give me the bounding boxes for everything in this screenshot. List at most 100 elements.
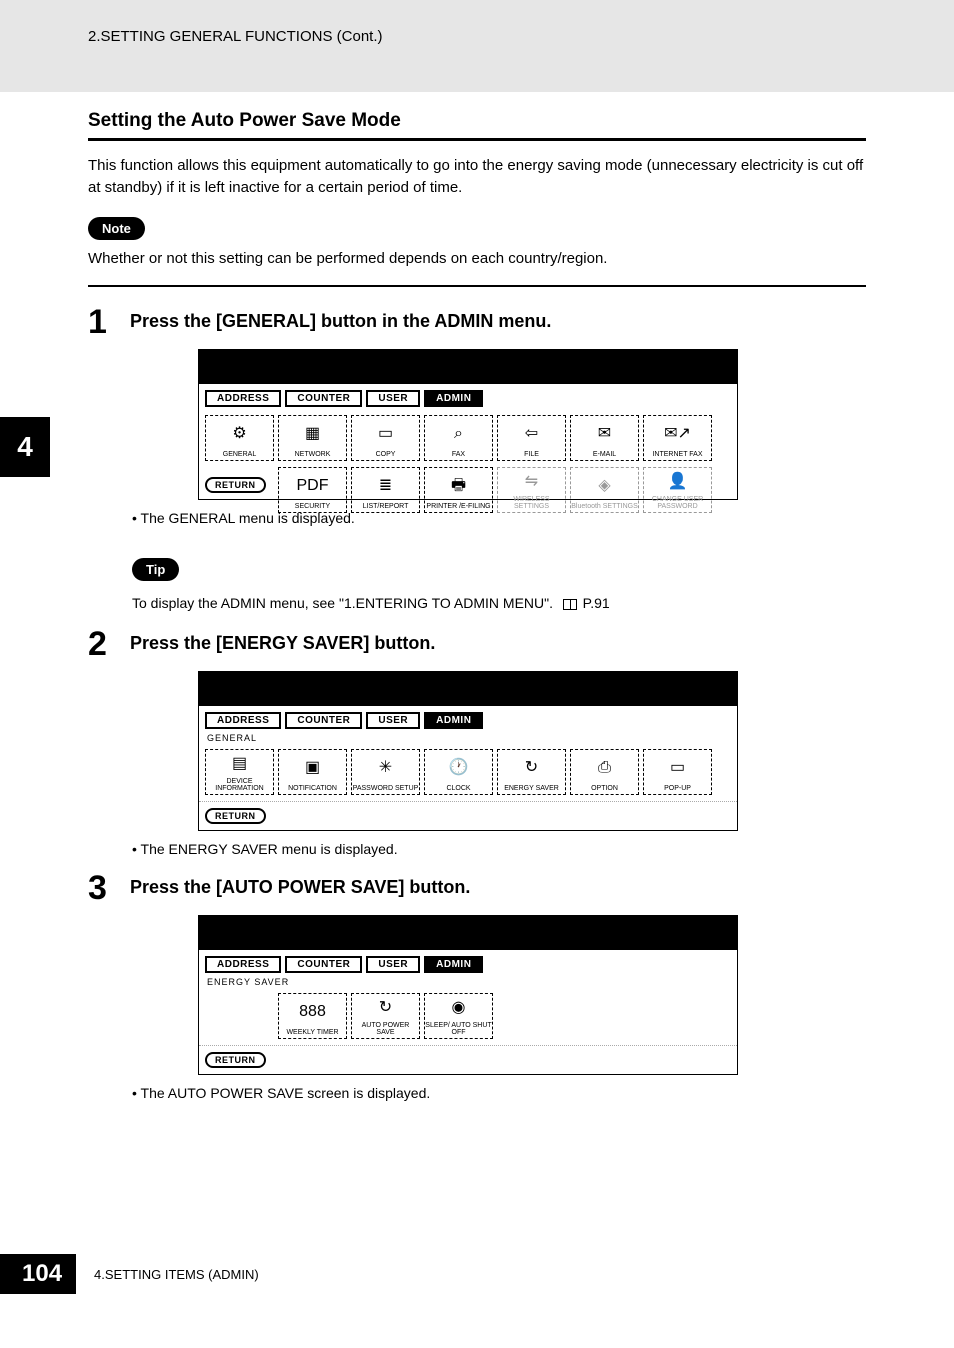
rule bbox=[88, 138, 866, 141]
return-button[interactable]: RETURN bbox=[205, 477, 266, 493]
tab-admin[interactable]: ADMIN bbox=[424, 712, 483, 729]
button-label: PASSWORD SETUP bbox=[353, 785, 419, 792]
step-title: Press the [AUTO POWER SAVE] button. bbox=[130, 871, 470, 905]
button-icon: ⚙ bbox=[232, 416, 246, 451]
menu-button[interactable]: ✉↗INTERNET FAX bbox=[643, 415, 712, 461]
menu-button: 👤CHANGE USER PASSWORD bbox=[643, 467, 712, 513]
menu-button[interactable]: 🕐CLOCK bbox=[424, 749, 493, 795]
menu-button[interactable]: ▤DEVICE INFORMATION bbox=[205, 749, 274, 795]
tabs-row: ADDRESS COUNTER USER ADMIN bbox=[199, 950, 737, 975]
button-label: SLEEP/ AUTO SHUT OFF bbox=[425, 1022, 492, 1036]
button-label: OPTION bbox=[591, 785, 618, 792]
screenshot-admin-menu: ADDRESS COUNTER USER ADMIN ⚙GENERAL▦NETW… bbox=[198, 349, 738, 500]
menu-button[interactable]: PDFSECURITY bbox=[278, 467, 347, 513]
button-icon: ◈ bbox=[598, 468, 610, 503]
menu-button[interactable]: ↻ENERGY SAVER bbox=[497, 749, 566, 795]
step-1: 1 Press the [GENERAL] button in the ADMI… bbox=[88, 305, 866, 339]
main-content: Setting the Auto Power Save Mode This fu… bbox=[0, 92, 954, 1101]
tab-admin[interactable]: ADMIN bbox=[424, 390, 483, 407]
menu-button[interactable]: ⚙GENERAL bbox=[205, 415, 274, 461]
button-label: WIRELESS SETTINGS bbox=[498, 496, 565, 510]
tab-address[interactable]: ADDRESS bbox=[205, 956, 281, 973]
title-bar bbox=[199, 916, 737, 950]
button-icon: 👤 bbox=[668, 468, 688, 496]
menu-button[interactable]: ✉E-MAIL bbox=[570, 415, 639, 461]
tab-counter[interactable]: COUNTER bbox=[285, 956, 362, 973]
button-label: E-MAIL bbox=[593, 451, 616, 458]
button-label: FILE bbox=[524, 451, 539, 458]
button-icon: ◉ bbox=[452, 994, 466, 1022]
step-2: 2 Press the [ENERGY SAVER] button. bbox=[88, 627, 866, 661]
menu-button[interactable]: ⇦FILE bbox=[497, 415, 566, 461]
step-title: Press the [ENERGY SAVER] button. bbox=[130, 627, 435, 661]
button-label: COPY bbox=[376, 451, 396, 458]
return-button[interactable]: RETURN bbox=[205, 1052, 266, 1068]
page-ref: P.91 bbox=[583, 595, 610, 611]
button-icon: ✉ bbox=[598, 416, 611, 451]
button-grid: ⚙GENERAL▦NETWORK▭COPY⌕FAX⇦FILE✉E-MAIL✉↗I… bbox=[199, 409, 737, 467]
button-label: SECURITY bbox=[295, 503, 330, 510]
sublabel: ENERGY SAVER bbox=[199, 975, 737, 987]
button-label: ENERGY SAVER bbox=[504, 785, 559, 792]
step-number: 2 bbox=[88, 627, 118, 661]
menu-button[interactable]: ▦NETWORK bbox=[278, 415, 347, 461]
button-icon: ⇦ bbox=[525, 416, 538, 451]
button-icon: ✉↗ bbox=[664, 416, 691, 451]
button-label: DEVICE INFORMATION bbox=[206, 778, 273, 792]
button-icon: ▣ bbox=[305, 750, 320, 785]
header-band: 2.SETTING GENERAL FUNCTIONS (Cont.) bbox=[0, 0, 954, 92]
tab-counter[interactable]: COUNTER bbox=[285, 390, 362, 407]
tabs-row: ADDRESS COUNTER USER ADMIN bbox=[199, 706, 737, 731]
button-icon: 🖶 bbox=[451, 468, 466, 503]
return-button[interactable]: RETURN bbox=[205, 808, 266, 824]
button-label: GENERAL bbox=[223, 451, 256, 458]
button-label: LIST/REPORT bbox=[363, 503, 409, 510]
menu-button[interactable]: ↻AUTO POWER SAVE bbox=[351, 993, 420, 1039]
button-icon: ⌕ bbox=[454, 416, 463, 451]
button-icon: ↻ bbox=[379, 994, 392, 1022]
chapter-tab: 4 bbox=[0, 417, 50, 477]
footer-text: 4.SETTING ITEMS (ADMIN) bbox=[94, 1267, 259, 1282]
menu-button[interactable]: ▣NOTIFICATION bbox=[278, 749, 347, 795]
tab-user[interactable]: USER bbox=[366, 956, 420, 973]
step-number: 3 bbox=[88, 871, 118, 905]
tab-counter[interactable]: COUNTER bbox=[285, 712, 362, 729]
sublabel: GENERAL bbox=[199, 731, 737, 743]
screenshot-energy-saver-menu: ADDRESS COUNTER USER ADMIN ENERGY SAVER … bbox=[198, 915, 738, 1075]
menu-button[interactable]: ▭COPY bbox=[351, 415, 420, 461]
tabs-row: ADDRESS COUNTER USER ADMIN bbox=[199, 384, 737, 409]
button-icon: PDF bbox=[297, 468, 329, 503]
tab-user[interactable]: USER bbox=[366, 390, 420, 407]
button-label: PRINTER /E-FILING bbox=[426, 503, 490, 510]
menu-button[interactable]: ▭POP-UP bbox=[643, 749, 712, 795]
tip-pill: Tip bbox=[132, 558, 179, 581]
menu-button[interactable]: 888WEEKLY TIMER bbox=[278, 993, 347, 1039]
tab-user[interactable]: USER bbox=[366, 712, 420, 729]
tab-address[interactable]: ADDRESS bbox=[205, 712, 281, 729]
button-icon: ▤ bbox=[232, 750, 247, 778]
menu-button[interactable]: ◉SLEEP/ AUTO SHUT OFF bbox=[424, 993, 493, 1039]
button-label: CLOCK bbox=[446, 785, 470, 792]
bullet-text: The AUTO POWER SAVE screen is displayed. bbox=[141, 1085, 431, 1101]
step-bullet: • The ENERGY SAVER menu is displayed. bbox=[132, 841, 866, 857]
menu-button[interactable]: ⎙OPTION bbox=[570, 749, 639, 795]
button-label: NOTIFICATION bbox=[288, 785, 337, 792]
tab-admin[interactable]: ADMIN bbox=[424, 956, 483, 973]
button-label: WEEKLY TIMER bbox=[286, 1029, 338, 1036]
button-label: NETWORK bbox=[295, 451, 331, 458]
menu-button[interactable]: ≣LIST/REPORT bbox=[351, 467, 420, 513]
title-bar bbox=[199, 350, 737, 384]
button-icon: ↻ bbox=[525, 750, 538, 785]
page-number: 104 bbox=[0, 1254, 76, 1294]
tab-address[interactable]: ADDRESS bbox=[205, 390, 281, 407]
screenshot-general-menu: ADDRESS COUNTER USER ADMIN GENERAL ▤DEVI… bbox=[198, 671, 738, 831]
menu-button: ⇋WIRELESS SETTINGS bbox=[497, 467, 566, 513]
button-icon: 888 bbox=[299, 994, 326, 1029]
menu-button[interactable]: ✳PASSWORD SETUP bbox=[351, 749, 420, 795]
button-label: AUTO POWER SAVE bbox=[352, 1022, 419, 1036]
note-text: Whether or not this setting can be perfo… bbox=[88, 248, 866, 270]
rule bbox=[88, 285, 866, 287]
menu-button[interactable]: 🖶PRINTER /E-FILING bbox=[424, 467, 493, 513]
menu-button[interactable]: ⌕FAX bbox=[424, 415, 493, 461]
button-icon: ⎙ bbox=[598, 750, 611, 785]
